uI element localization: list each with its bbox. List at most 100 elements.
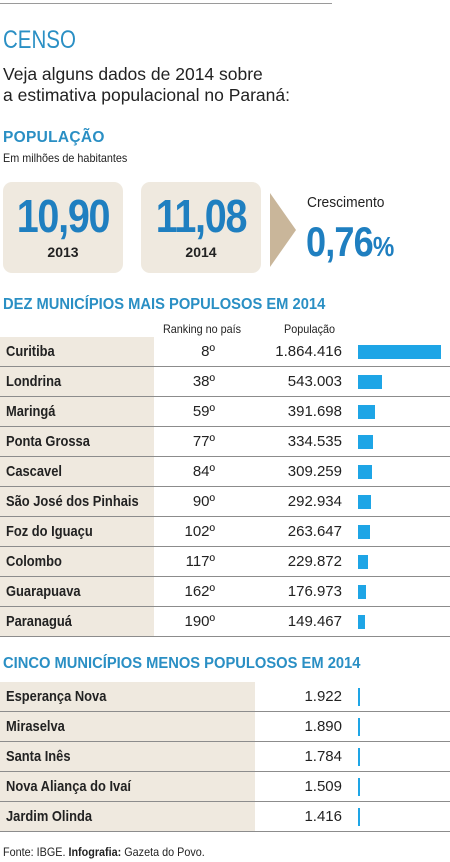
- population-bar: [358, 435, 373, 449]
- row-rule: [255, 802, 450, 832]
- row-rule: [154, 397, 450, 427]
- footer: Fonte: IBGE. Infografia: Gazeta do Povo.: [3, 845, 205, 859]
- table-row: Cascavel 84º 309.259: [0, 457, 450, 487]
- table-row: São José dos Pinhais 90º 292.934: [0, 487, 450, 517]
- municipality-cell: Guarapuava: [0, 577, 154, 607]
- municipality-name: Miraselva: [6, 718, 65, 735]
- municipality-name: Esperança Nova: [6, 688, 107, 705]
- population-subtitle: Em milhões de habitantes: [3, 151, 128, 165]
- row-rule: [255, 712, 450, 742]
- growth-label: Crescimento: [307, 194, 385, 211]
- row-rule: [255, 742, 450, 772]
- col-head-rank: Ranking no país: [163, 322, 242, 336]
- population-value: 1.890: [304, 718, 342, 735]
- population-value: 391.698: [287, 403, 342, 420]
- population-value: 292.934: [287, 493, 342, 510]
- municipality-cell: Curitiba: [0, 337, 154, 367]
- population-bar: [358, 748, 360, 766]
- rank-value: 190º: [184, 613, 215, 630]
- row-rule: [154, 337, 450, 367]
- table-row: Maringá 59º 391.698: [0, 397, 450, 427]
- table-row: Curitiba 8º 1.864.416: [0, 337, 450, 367]
- municipality-cell: Paranaguá: [0, 607, 154, 637]
- municipality-cell: Santa Inês: [0, 742, 255, 772]
- municipality-name: Colombo: [6, 553, 62, 570]
- table-row: Esperança Nova 1.922: [0, 682, 450, 712]
- rank-value: 117º: [185, 553, 215, 570]
- municipality-name: Ponta Grossa: [6, 433, 90, 450]
- population-value: 149.467: [287, 613, 342, 630]
- rank-value: 77º: [192, 433, 215, 450]
- municipality-name: Foz do Iguaçu: [6, 523, 93, 540]
- top-table-title: DEZ MUNICÍPIOS MAIS POPULOSOS EM 2014: [3, 296, 326, 313]
- municipality-name: Londrina: [6, 373, 62, 390]
- municipality-cell: São José dos Pinhais: [0, 487, 154, 517]
- population-bar: [358, 465, 372, 479]
- population-bar: [358, 525, 370, 539]
- stat-value: 11,08: [155, 190, 248, 242]
- municipality-name: São José dos Pinhais: [6, 493, 139, 510]
- row-rule: [154, 367, 450, 397]
- municipality-cell: Esperança Nova: [0, 682, 255, 712]
- population-bar: [358, 405, 376, 419]
- municipality-name: Jardim Olinda: [6, 808, 93, 825]
- table-row: Guarapuava 162º 176.973: [0, 577, 450, 607]
- row-rule: [154, 517, 450, 547]
- table-row: Miraselva 1.890: [0, 712, 450, 742]
- municipality-cell: Cascavel: [0, 457, 154, 487]
- rank-value: 59º: [192, 403, 215, 420]
- rank-value: 162º: [184, 583, 215, 600]
- population-bar: [358, 375, 383, 389]
- population-bar: [358, 718, 360, 736]
- municipality-name: Cascavel: [6, 463, 62, 480]
- municipality-name: Nova Aliança do Ivaí: [6, 778, 131, 795]
- population-value: 263.647: [287, 523, 342, 540]
- municipality-cell: Maringá: [0, 397, 154, 427]
- population-bar: [358, 808, 360, 826]
- table-row: Ponta Grossa 77º 334.535: [0, 427, 450, 457]
- municipality-name: Santa Inês: [6, 748, 71, 765]
- stat-year: 2013: [47, 244, 79, 260]
- table-row: Colombo 117º 229.872: [0, 547, 450, 577]
- intro-line-2: a estimativa populacional no Paraná:: [3, 85, 290, 105]
- population-title: POPULAÇÃO: [3, 129, 105, 146]
- population-bar: [358, 778, 360, 796]
- population-value: 229.872: [287, 553, 342, 570]
- stat-value: 10,90: [16, 190, 111, 242]
- municipality-name: Curitiba: [6, 343, 55, 360]
- municipality-cell: Ponta Grossa: [0, 427, 154, 457]
- population-bar: [358, 495, 372, 509]
- stat-box-2013: 10,90 2013: [3, 182, 123, 273]
- row-rule: [154, 607, 450, 637]
- intro-line-1: Veja alguns dados de 2014 sobre: [3, 64, 263, 84]
- population-bar: [358, 615, 365, 629]
- population-value: 309.259: [287, 463, 342, 480]
- municipality-name: Paranaguá: [6, 613, 72, 630]
- growth-number: 0,76: [306, 218, 374, 265]
- rank-value: 38º: [192, 373, 215, 390]
- rank-value: 8º: [201, 343, 215, 360]
- stat-box-2014: 11,08 2014: [141, 182, 261, 273]
- growth-unit: %: [372, 231, 394, 262]
- stat-year: 2014: [185, 244, 217, 260]
- row-rule: [154, 487, 450, 517]
- row-rule: [255, 772, 450, 802]
- population-bar: [358, 345, 441, 359]
- municipality-cell: Nova Aliança do Ivaí: [0, 772, 255, 802]
- row-rule: [154, 547, 450, 577]
- credit-value: Gazeta do Povo.: [124, 845, 205, 859]
- section-title: CENSO: [3, 26, 76, 54]
- table-row: Jardim Olinda 1.416: [0, 802, 450, 832]
- population-bar: [358, 585, 366, 599]
- municipality-cell: Jardim Olinda: [0, 802, 255, 832]
- municipality-name: Guarapuava: [6, 583, 81, 600]
- table-row: Londrina 38º 543.003: [0, 367, 450, 397]
- municipality-cell: Miraselva: [0, 712, 255, 742]
- population-bar: [358, 688, 360, 706]
- municipality-name: Maringá: [6, 403, 56, 420]
- bottom-table-title: CINCO MUNICÍPIOS MENOS POPULOSOS EM 2014: [3, 655, 361, 672]
- row-rule: [154, 427, 450, 457]
- population-value: 176.973: [287, 583, 342, 600]
- rank-value: 84º: [192, 463, 215, 480]
- municipality-cell: Londrina: [0, 367, 154, 397]
